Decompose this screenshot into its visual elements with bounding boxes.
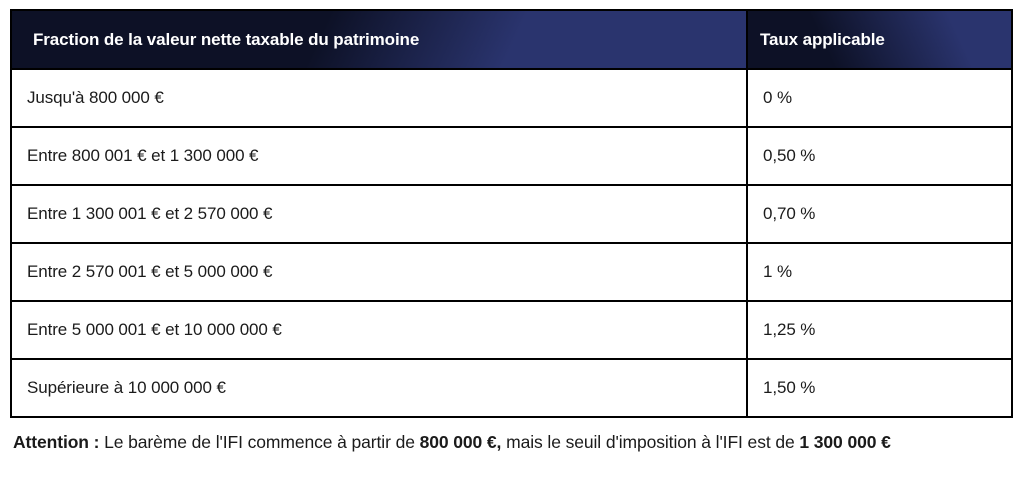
attention-note: Attention : Le barème de l'IFI commence … — [13, 427, 1011, 458]
table-row: Entre 2 570 001 € et 5 000 000 € 1 % — [10, 242, 1013, 302]
column-header-fraction: Fraction de la valeur nette taxable du p… — [10, 9, 748, 70]
fraction-cell: Entre 800 001 € et 1 300 000 € — [10, 126, 748, 186]
note-bold-segment: Attention : — [13, 432, 105, 452]
note-text-segment: mais le seuil d'imposition à l'IFI est d… — [501, 432, 800, 452]
fraction-cell: Entre 1 300 001 € et 2 570 000 € — [10, 184, 748, 244]
table-row: Entre 5 000 001 € et 10 000 000 € 1,25 % — [10, 300, 1013, 360]
table-row: Jusqu'à 800 000 € 0 % — [10, 68, 1013, 128]
fraction-cell: Supérieure à 10 000 000 € — [10, 358, 748, 418]
fraction-cell: Entre 5 000 001 € et 10 000 000 € — [10, 300, 748, 360]
table-body: Jusqu'à 800 000 € 0 % Entre 800 001 € et… — [10, 68, 1013, 418]
taux-cell: 0,70 % — [746, 184, 1013, 244]
header-row: Fraction de la valeur nette taxable du p… — [10, 9, 1013, 70]
table-row: Entre 800 001 € et 1 300 000 € 0,50 % — [10, 126, 1013, 186]
taux-cell: 0,50 % — [746, 126, 1013, 186]
taux-cell: 1 % — [746, 242, 1013, 302]
ifi-tax-table: Fraction de la valeur nette taxable du p… — [10, 9, 1013, 418]
table-row: Supérieure à 10 000 000 € 1,50 % — [10, 358, 1013, 418]
column-header-taux: Taux applicable — [746, 9, 1013, 70]
note-bold-segment: 1 300 000 € — [799, 432, 891, 452]
page: Fraction de la valeur nette taxable du p… — [10, 9, 1013, 458]
table-row: Entre 1 300 001 € et 2 570 000 € 0,70 % — [10, 184, 1013, 244]
fraction-cell: Entre 2 570 001 € et 5 000 000 € — [10, 242, 748, 302]
taux-cell: 0 % — [746, 68, 1013, 128]
table-header: Fraction de la valeur nette taxable du p… — [10, 9, 1013, 70]
taux-cell: 1,50 % — [746, 358, 1013, 418]
note-bold-segment: 800 000 €, — [419, 432, 502, 452]
taux-cell: 1,25 % — [746, 300, 1013, 360]
note-text-segment: Le barème de l'IFI commence à partir de — [104, 432, 420, 452]
fraction-cell: Jusqu'à 800 000 € — [10, 68, 748, 128]
